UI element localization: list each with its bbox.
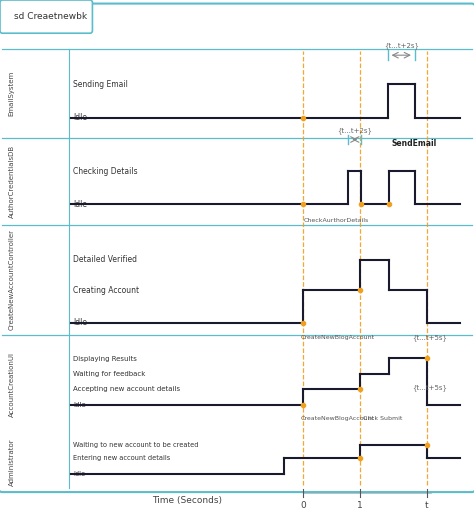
- Text: Idle: Idle: [73, 113, 88, 122]
- Text: AuthorCredentialsDB: AuthorCredentialsDB: [9, 145, 15, 218]
- Text: Sending Email: Sending Email: [73, 80, 128, 89]
- Text: Waiting to new account to be created: Waiting to new account to be created: [73, 442, 199, 448]
- Text: {t...t+5s}: {t...t+5s}: [412, 335, 447, 341]
- Text: Entering new account details: Entering new account details: [73, 455, 171, 461]
- Text: sd Creaetnewbk: sd Creaetnewbk: [14, 12, 87, 21]
- Text: EmailSystem: EmailSystem: [9, 71, 15, 116]
- Text: SendEmail: SendEmail: [391, 138, 436, 148]
- Text: CreateNewAccountController: CreateNewAccountController: [9, 229, 15, 330]
- Text: Creating Account: Creating Account: [73, 286, 140, 295]
- Text: Waiting for feedback: Waiting for feedback: [73, 371, 146, 377]
- Text: Idle: Idle: [73, 318, 88, 328]
- FancyBboxPatch shape: [0, 4, 474, 492]
- Text: Idle: Idle: [73, 402, 86, 408]
- Text: Click Submit: Click Submit: [363, 416, 402, 422]
- Text: Checking Details: Checking Details: [73, 167, 138, 176]
- Text: {t...t+5s}: {t...t+5s}: [412, 384, 447, 391]
- Text: 1: 1: [357, 501, 363, 510]
- Text: {t...t+2s}: {t...t+2s}: [384, 42, 419, 49]
- Text: Time (Seconds): Time (Seconds): [152, 496, 222, 505]
- Text: AccountCreationUI: AccountCreationUI: [9, 352, 15, 417]
- Text: t: t: [425, 501, 428, 510]
- Text: 0: 0: [301, 501, 306, 510]
- Text: Accepting new account details: Accepting new account details: [73, 386, 181, 392]
- Text: CreateNewBlogAccount: CreateNewBlogAccount: [301, 335, 375, 340]
- Text: Detailed Verified: Detailed Verified: [73, 255, 137, 264]
- FancyBboxPatch shape: [0, 0, 92, 33]
- Text: Displaying Results: Displaying Results: [73, 356, 137, 362]
- Text: Idle: Idle: [73, 471, 86, 477]
- Text: CreateNewBlogAccount: CreateNewBlogAccount: [301, 416, 375, 422]
- Text: {t...t+2s}: {t...t+2s}: [337, 128, 372, 134]
- Text: CheckAurthorDetails: CheckAurthorDetails: [303, 218, 369, 223]
- Text: Idle: Idle: [73, 200, 88, 209]
- Text: Administrator: Administrator: [9, 438, 15, 486]
